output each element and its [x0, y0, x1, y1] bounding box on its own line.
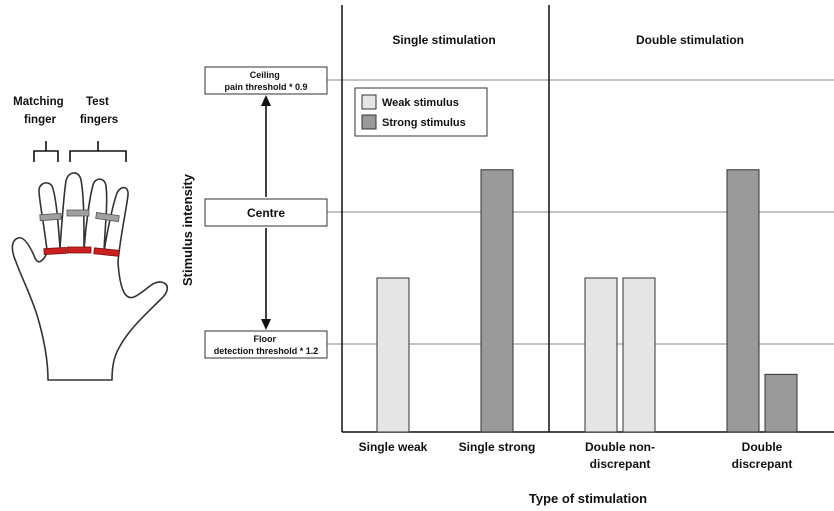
- hand-outline: [11, 172, 169, 381]
- bar-strong-5: [764, 373, 798, 433]
- test-finger-ring-1: [66, 209, 90, 217]
- arrow-head-down: [261, 319, 271, 330]
- category-label-line: discrepant: [732, 457, 793, 471]
- svg-text:Centre: Centre: [247, 206, 285, 220]
- category-label-3: Double discrepant: [732, 440, 793, 471]
- category-labels: Single weak Single strong Double non-discr…: [359, 440, 793, 471]
- bar-strong-1: [480, 169, 514, 433]
- legend-strong-swatch: [361, 114, 377, 130]
- matching-finger-label: Matching finger: [13, 96, 67, 126]
- category-label-line: Double: [742, 440, 783, 454]
- legend: Weak stimulus Strong stimulus: [354, 87, 488, 137]
- floor-box: Floor detection threshold * 1.2: [204, 330, 328, 359]
- bar-weak-3: [622, 277, 656, 433]
- legend-frame: [354, 87, 488, 137]
- matching-finger-ring: [39, 212, 62, 222]
- arrow-head-up: [261, 95, 271, 106]
- category-label-line: Double non-: [585, 440, 655, 454]
- grey-rings: [39, 209, 120, 223]
- category-label-1: Single strong: [459, 440, 536, 454]
- legend-weak-swatch: [361, 94, 377, 110]
- y-axis-label: Stimulus intensity: [180, 173, 195, 286]
- bars-group: [376, 169, 798, 433]
- matching-bracket: [33, 141, 59, 162]
- matching-finger-red-ring: [43, 247, 67, 255]
- test-fingers-label: Test fingers: [80, 96, 118, 126]
- test-finger-red-ring-1: [66, 246, 92, 254]
- test-bracket: [69, 141, 127, 162]
- svg-text:Floor detection threshol: Floor detection threshold * 1.2: [214, 334, 319, 356]
- hand-illustration: Matching finger Test fingers: [11, 96, 169, 381]
- bar-weak-0: [376, 277, 410, 433]
- single-stimulation-title: Single stimulation: [392, 33, 495, 47]
- bar-weak-2: [584, 277, 618, 433]
- centre-box: Centre: [204, 198, 328, 227]
- category-label-line: Single strong: [459, 440, 536, 454]
- svg-text:Ceiling pain threshold *: Ceiling pain threshold * 0.9: [224, 70, 307, 92]
- legend-weak-label: Weak stimulus: [382, 97, 459, 109]
- double-stimulation-title: Double stimulation: [636, 33, 744, 47]
- category-label-0: Single weak: [359, 440, 428, 454]
- category-label-line: discrepant: [590, 457, 651, 471]
- range-arrow: [261, 95, 271, 330]
- test-finger-red-ring-2: [93, 247, 120, 257]
- category-label-line: Single weak: [359, 440, 428, 454]
- bar-strong-4: [726, 169, 760, 433]
- legend-strong-label: Strong stimulus: [382, 117, 466, 129]
- x-axis-label: Type of stimulation: [529, 491, 647, 506]
- ceiling-box: Ceiling pain threshold * 0.9: [204, 66, 328, 95]
- category-label-2: Double non-discrepant: [585, 440, 655, 471]
- red-rings: [43, 246, 120, 257]
- test-finger-ring-2: [95, 212, 120, 223]
